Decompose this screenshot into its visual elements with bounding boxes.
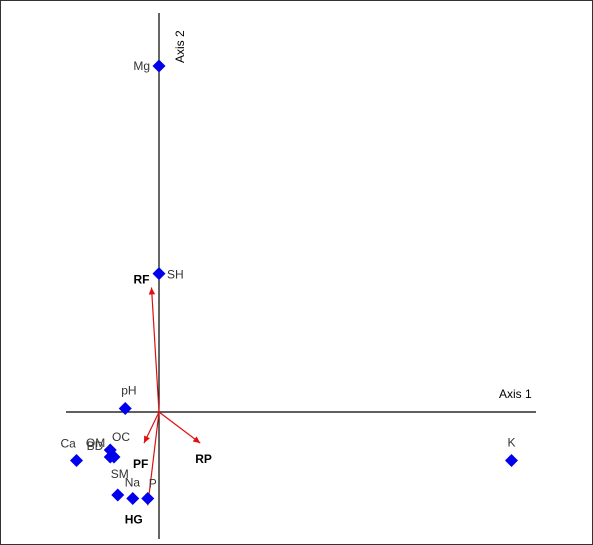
point-label-na: Na: [125, 476, 141, 490]
point-label-mg: Mg: [133, 59, 150, 73]
vector-layer: RF RP PF HG: [125, 272, 212, 526]
point-label-oc: OC: [112, 430, 130, 444]
point-ca: [70, 453, 83, 467]
point-sm: [111, 488, 125, 502]
y-axis-title: Axis 2: [173, 30, 187, 63]
point-p: [141, 492, 155, 505]
vector-label-rf: RF: [134, 272, 150, 286]
point-sh: [152, 267, 166, 281]
x-axis-title: Axis 1: [499, 387, 532, 401]
point-oc: [107, 450, 121, 464]
vector-label-pf: PF: [133, 457, 148, 471]
point-label-sm: SM: [111, 467, 129, 481]
point-k: [505, 453, 518, 467]
vector-label-rp: RP: [195, 452, 212, 466]
point-label-om: OM: [86, 436, 105, 450]
vector-rf: [150, 287, 160, 413]
vector-label-hg: HG: [125, 512, 143, 526]
vector-hg: [147, 411, 160, 506]
point-ph: [118, 402, 132, 416]
vector-arrowhead-rf: [148, 287, 156, 295]
point-label-ca: Ca: [61, 436, 77, 450]
vector-arrowhead-pf: [144, 435, 150, 444]
point-na: [126, 492, 140, 505]
point-label-ph: pH: [121, 384, 136, 398]
point-label-p: P: [149, 477, 157, 491]
vector-rp: [158, 411, 201, 444]
vector-arrowhead-rp: [192, 436, 201, 444]
point-label-sh: SH: [167, 268, 184, 282]
point-label-k: K: [508, 435, 516, 449]
point-mg: [152, 59, 166, 73]
point-label-bd: BD: [87, 439, 104, 453]
